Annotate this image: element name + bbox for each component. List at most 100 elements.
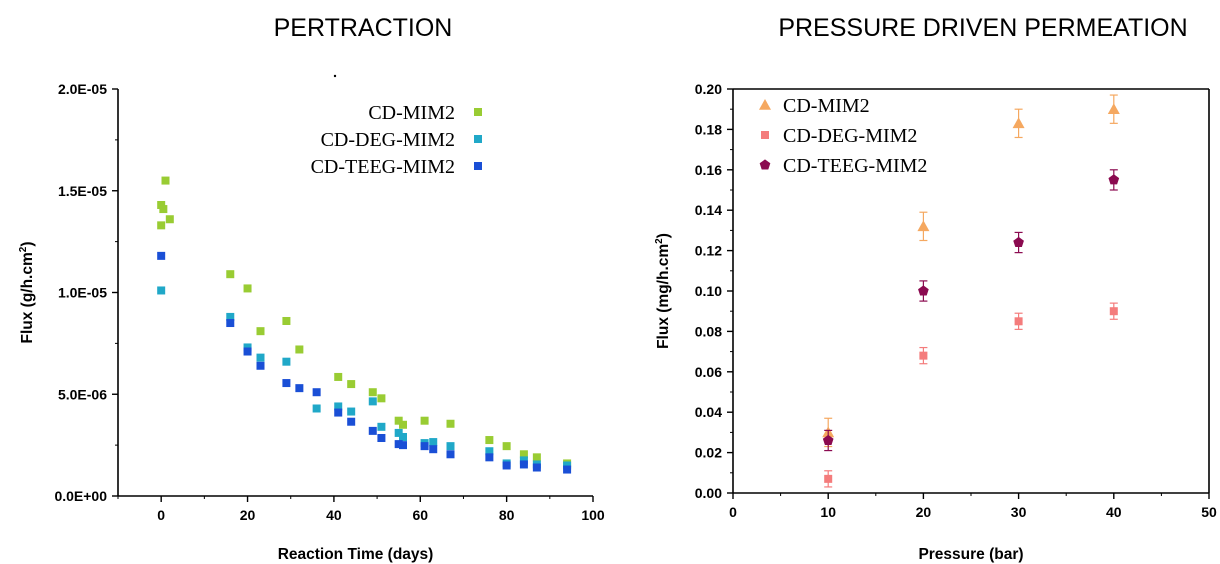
y-tick-label: 1.5E-05 [58,183,107,199]
data-point [282,316,291,325]
y-tick-label: 0.04 [695,404,722,420]
y-tick-label: 0.06 [695,364,722,380]
data-point [563,461,572,470]
data-point [917,220,930,232]
data-point [312,388,321,397]
x-tick-label: 40 [326,507,342,523]
data-point [446,419,455,428]
y-tick-label: 2.0E-05 [58,81,107,97]
data-point [377,422,386,431]
data-point [429,445,438,454]
series-cd-mim2 [822,94,1120,448]
x-tick-label: 0 [157,507,165,523]
y-axis-label-main: Flux (mg/h.cm [655,244,672,349]
x-tick-label: 40 [1106,504,1122,520]
data-point [919,351,928,360]
data-point [1108,174,1120,185]
legend-label: CD-TEEG-MIM2 [783,155,927,177]
y-axis-label: Flux (mg/h.cm2) [654,233,672,349]
data-point [519,456,528,465]
data-point [420,442,429,451]
data-point [161,176,170,185]
series-cd-teeg-mim2 [157,251,572,474]
data-point [334,408,343,417]
data-point [446,450,455,459]
y-axis-label-close: ) [19,241,36,246]
data-point [394,440,403,449]
y-axis-label-superscript: 2 [18,246,29,252]
data-point [368,397,377,406]
y-axis-label: Flux (g/h.cm2) [18,241,36,343]
y-tick-label: 0.0E+00 [54,488,107,504]
data-point [1013,236,1024,248]
data-point [420,416,429,425]
data-point [519,460,528,469]
legend-marker [474,108,482,116]
x-tick-label: 50 [1201,504,1217,520]
data-point [429,438,438,447]
data-point [256,353,265,362]
x-tick-label: 20 [916,504,932,520]
data-point [1109,307,1118,316]
data-point [822,434,834,446]
y-tick-label: 0.00 [695,485,722,501]
data-point [485,453,494,462]
data-point [824,474,833,483]
data-point [226,270,235,279]
legend-label: CD-TEEG-MIM2 [311,156,455,178]
data-point [399,420,407,429]
x-axis-label: Reaction Time (days) [278,546,434,563]
legend-marker [759,159,771,170]
y-tick-label: 0.02 [695,445,722,461]
data-point [347,417,356,426]
y-tick-label: 0.12 [695,243,722,259]
data-point [485,436,494,445]
data-point [485,447,494,456]
data-point [226,312,235,321]
data-point [532,463,541,472]
data-point [502,442,511,451]
legend-marker [759,99,771,110]
legend-label: CD-DEG-MIM2 [783,125,917,147]
legend: CD-MIM2 CD-DEG-MIM2 CD-TEEG-MIM2 [759,95,927,177]
x-tick-label: 20 [240,507,256,523]
legend-label: CD-MIM2 [368,102,455,124]
data-point [399,441,407,450]
x-tick-label: 30 [1011,504,1027,520]
x-tick-label: 80 [499,507,515,523]
y-tick-label: 0.20 [695,81,722,97]
data-point [256,327,265,336]
data-point [165,215,174,224]
legend-marker [474,162,482,170]
data-point [159,205,168,214]
chart-title: PERTRACTION [274,14,453,42]
y-tick-label: 0.16 [695,162,722,178]
series-cd-deg-mim2 [824,302,1118,488]
data-point [295,345,304,354]
data-point [377,394,386,403]
data-point [243,347,252,356]
y-tick-label: 0.18 [695,121,722,137]
data-point [399,432,407,441]
data-point [157,251,166,260]
y-axis-label-close: ) [655,233,672,238]
data-point [394,428,403,437]
y-axis-label-superscript: 2 [654,238,665,244]
data-point [563,465,572,474]
pressure-chart: PRESSURE DRIVEN PERMEATION 0 10 20 30 40 50 0.0… [654,14,1217,563]
x-tick-label: 60 [412,507,428,523]
x-tick-label: 0 [729,504,737,520]
data-point [282,357,291,366]
chart-title: PRESSURE DRIVEN PERMEATION [778,14,1187,42]
data-point [368,388,377,397]
data-point [282,379,291,388]
data-point [918,285,929,296]
data-point [334,402,343,411]
data-point [1107,103,1120,114]
data-point [519,450,528,459]
series-cd-teeg-mim2 [822,169,1120,452]
data-point [502,461,511,470]
data-point [334,372,343,381]
legend-label: CD-MIM2 [783,95,870,117]
